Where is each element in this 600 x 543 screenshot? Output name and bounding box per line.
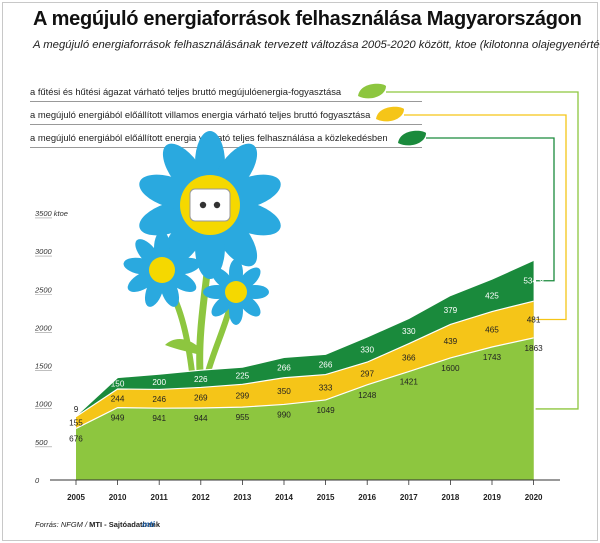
x-tick-label: 2011: [151, 493, 169, 502]
x-tick-label: 2019: [483, 493, 501, 502]
leaf-icon-electricity: [376, 106, 404, 122]
data-label-electricity: 481: [527, 316, 541, 325]
data-label-electricity: 333: [319, 383, 333, 392]
legend-connectors: [386, 91, 579, 410]
leaf-icon-transport: [398, 130, 426, 146]
data-label-electricity: 366: [402, 354, 416, 363]
legend-item-heating: a fűtési és hűtési ágazat várható teljes…: [30, 83, 422, 102]
chart-title: A megújuló energiaforrások felhasználása…: [33, 8, 582, 30]
data-label-heating: 949: [111, 414, 125, 423]
data-label-heating: 955: [236, 413, 250, 422]
data-label-electricity: 297: [360, 369, 374, 378]
legend-label-heating: a fűtési és hűtési ágazat várható teljes…: [30, 86, 342, 97]
data-label-heating: 944: [194, 414, 208, 423]
boundary-line-3: [75, 259, 534, 417]
data-label-transport: 9: [74, 405, 79, 414]
source-agency: MTI - Sajtóadatbank: [89, 520, 161, 529]
x-tick-label: 2012: [192, 493, 210, 502]
leaf-icon-heating: [358, 83, 386, 99]
x-tick-label: 2005: [67, 493, 85, 502]
data-label-electricity: 439: [444, 337, 458, 346]
y-tick-label: 1000: [35, 400, 53, 409]
y-tick-label: 2000: [34, 323, 53, 332]
source-note: Forrás: NFGM / MTI - Sajtóadatbank: [35, 520, 160, 529]
data-label-transport: 266: [277, 364, 291, 373]
data-label-heating: 941: [152, 414, 166, 423]
boundary-line-1: [75, 337, 534, 429]
data-label-electricity: 246: [152, 395, 166, 404]
x-tick-label: 2014: [275, 493, 293, 502]
connector-line-3: [426, 137, 555, 282]
data-label-heating: 1421: [400, 378, 419, 387]
data-label-heating: 1248: [358, 391, 377, 400]
x-tick-label: 2017: [400, 493, 418, 502]
y-tick-label: 2500: [34, 285, 53, 294]
flower-illustration: [123, 131, 281, 373]
legend-label-electricity: a megújuló energiából előállított villam…: [30, 109, 371, 120]
y-tick-label: 3000: [35, 247, 53, 256]
data-label-transport: 330: [360, 346, 374, 355]
data-label-heating: 1863: [524, 344, 543, 353]
mti-logo: mti: [142, 519, 155, 529]
area-heating: [76, 337, 534, 480]
boundary-line-2: [75, 300, 534, 418]
data-label-transport: 200: [152, 378, 166, 387]
data-label-transport: 379: [444, 306, 458, 315]
connector-line-1: [386, 91, 579, 410]
data-label-electricity: 269: [194, 394, 208, 403]
data-label-transport: 266: [319, 360, 333, 369]
area-layers: [75, 259, 534, 480]
y-tick-label: 0: [35, 476, 40, 485]
source-label: Forrás: NFGM /: [35, 520, 90, 529]
data-label-heating: 1600: [441, 364, 460, 373]
data-label-transport: 226: [194, 375, 208, 384]
x-tick-label: 2018: [442, 493, 460, 502]
y-tick-label: 1500: [35, 362, 53, 371]
data-label-heating: 990: [277, 410, 291, 419]
y-tick-label: 3500 ktoe: [35, 209, 68, 218]
x-tick-label: 2010: [109, 493, 127, 502]
data-label-transport: 150: [111, 379, 125, 388]
y-tick-label: 500: [35, 438, 48, 447]
data-label-electricity: 465: [485, 325, 499, 334]
data-label-transport: 425: [485, 291, 499, 300]
data-label-transport: 330: [402, 327, 416, 336]
legend-item-electricity: a megújuló energiából előállított villam…: [30, 106, 422, 125]
data-label-electricity: 299: [236, 392, 250, 401]
data-label-heating: 676: [69, 434, 83, 443]
data-label-transport: 225: [236, 372, 250, 381]
x-tick-label: 2016: [358, 493, 376, 502]
data-label-electricity: 350: [277, 387, 291, 396]
data-label-electricity: 155: [69, 419, 83, 428]
axes: 0 500 1000 1500 2000 2500 3000 3500 ktoe 2005 201…: [34, 209, 560, 502]
x-tick-label: 2020: [525, 493, 543, 502]
chart-subtitle: A megújuló energiaforrások felhasználásá…: [33, 39, 600, 51]
connector-line-2: [404, 114, 567, 321]
data-label-heating: 1743: [483, 353, 502, 362]
data-label-heating: 1049: [316, 406, 335, 415]
data-labels: 676 949 941 944 955 990 1049 1248 1421 1600 1743 18…: [69, 277, 544, 444]
data-label-transport: 534,9: [523, 277, 544, 286]
data-label-electricity: 244: [111, 394, 125, 403]
x-tick-label: 2013: [234, 493, 252, 502]
x-tick-label: 2015: [317, 493, 335, 502]
